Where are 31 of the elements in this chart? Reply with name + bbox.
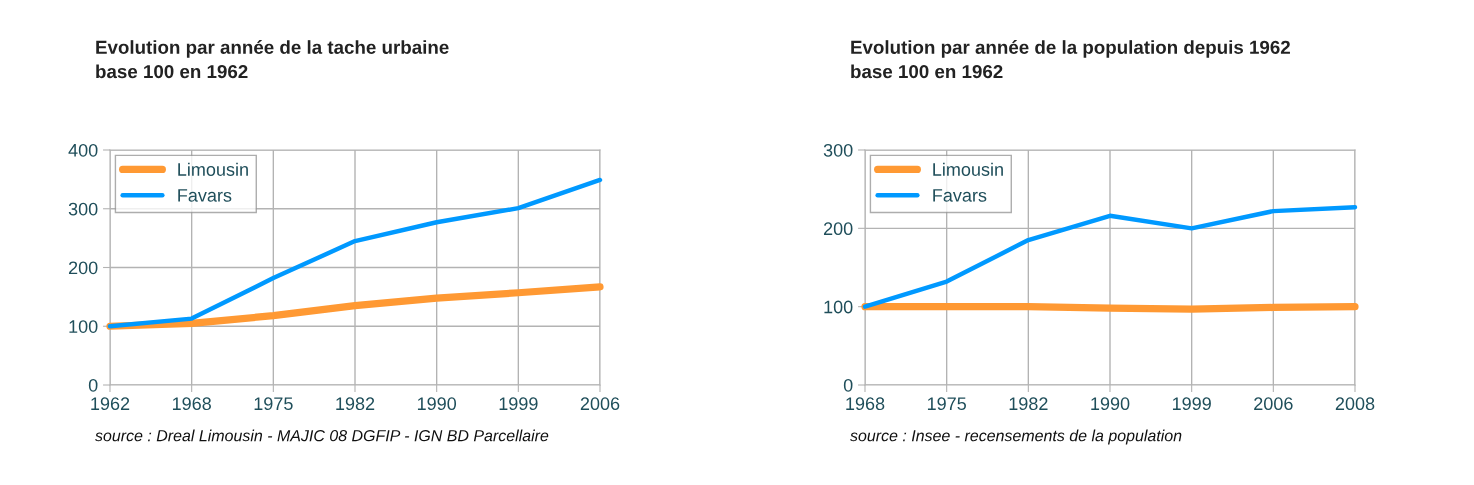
y-tick-label: 0 <box>843 378 853 392</box>
x-tick-label: 1975 <box>254 397 293 411</box>
x-tick-label: 1982 <box>1009 397 1048 411</box>
x-tick-label: 1975 <box>927 397 966 411</box>
x-tick-label: 1999 <box>499 397 538 411</box>
source-note: source : Insee - recensements de la population <box>850 429 1182 445</box>
chart-title: Evolution par année de la population depuis 1962 base 100 en 1962 <box>851 40 1290 79</box>
x-tick-label: 2008 <box>1335 397 1375 411</box>
x-tick-label: 2006 <box>580 397 620 411</box>
x-tick-label: 1990 <box>417 397 457 411</box>
legend-label: Favars <box>933 189 987 202</box>
y-tick-label: 100 <box>69 320 98 333</box>
x-tick-label: 1968 <box>172 397 211 411</box>
y-tick-label: 300 <box>68 202 98 216</box>
x-tick-label: 1982 <box>336 397 375 411</box>
x-tick-label: 1962 <box>91 397 130 411</box>
legend-label: Limousin <box>178 162 248 176</box>
legend-label: Limousin <box>933 162 1003 176</box>
y-tick-label: 200 <box>823 222 853 236</box>
x-tick-label: 1999 <box>1172 397 1211 411</box>
x-tick-label: 2006 <box>1254 397 1293 411</box>
source-note: source : Dreal Limousin - MAJIC 08 DGFIP - IGN BD Parcellaire <box>95 429 549 442</box>
x-tick-label: 1990 <box>1091 397 1130 411</box>
y-tick-label: 400 <box>68 143 98 157</box>
legend-label: Favars <box>178 189 232 202</box>
chart-title: Evolution par année de la tache urbaine base 100 en 1962 <box>96 40 449 79</box>
y-tick-label: 0 <box>88 378 98 392</box>
x-tick-label: 1968 <box>846 397 885 411</box>
y-tick-label: 100 <box>824 300 853 314</box>
y-tick-label: 300 <box>823 143 853 157</box>
y-tick-label: 200 <box>68 261 98 275</box>
